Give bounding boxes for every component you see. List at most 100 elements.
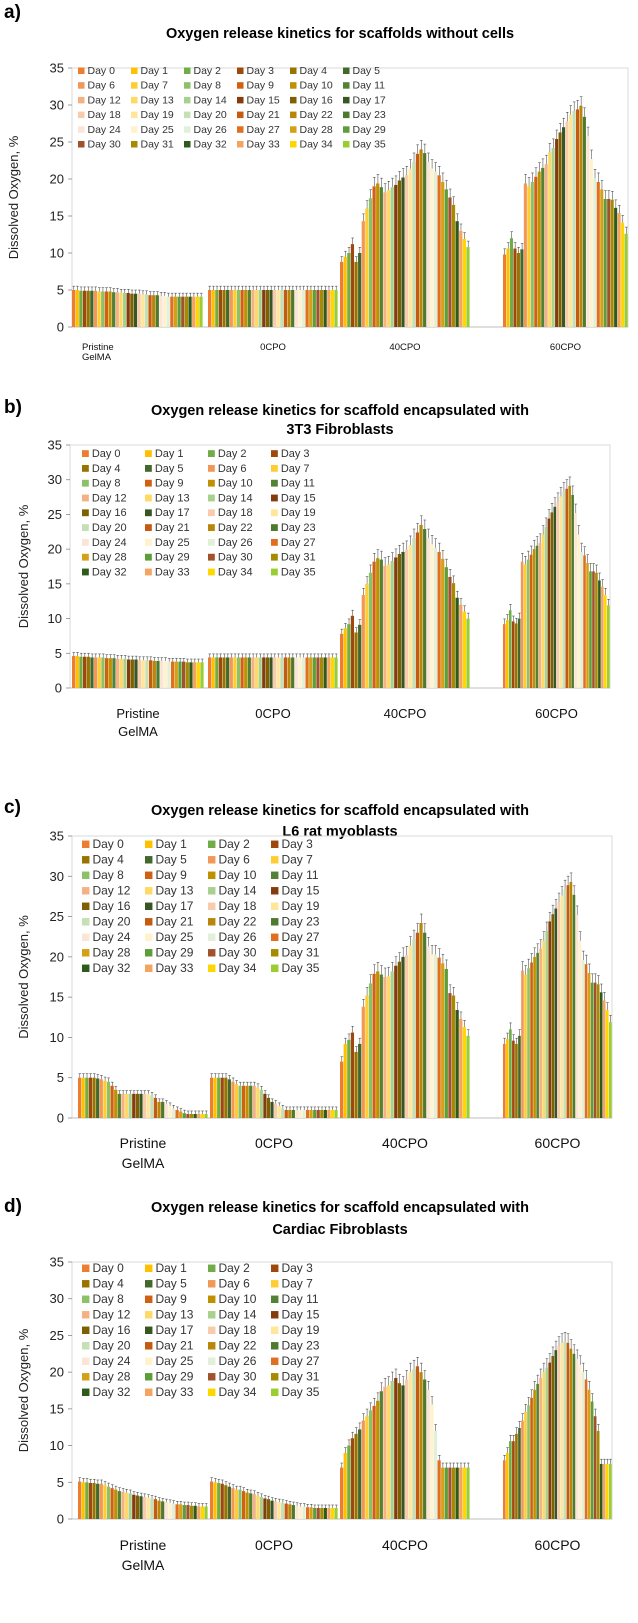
bar — [372, 973, 376, 1118]
legend-swatch — [82, 902, 90, 910]
legend-swatch — [82, 524, 89, 531]
bar — [405, 1379, 409, 1519]
bar — [288, 1504, 292, 1519]
legend-swatch — [208, 524, 215, 531]
bar — [459, 604, 463, 688]
bar — [103, 1080, 107, 1118]
legend-swatch — [82, 1357, 90, 1365]
legend-label: Day 22 — [300, 109, 333, 121]
bar — [110, 1085, 114, 1118]
y-tick-label: 10 — [50, 1438, 64, 1453]
legend-label: Day 12 — [92, 492, 127, 504]
bar — [119, 658, 123, 688]
bar — [94, 657, 98, 688]
bar — [108, 658, 112, 688]
legend-label: Day 13 — [155, 1308, 193, 1322]
bar — [99, 1483, 103, 1519]
legend-swatch — [208, 464, 215, 472]
bar — [386, 564, 391, 688]
legend-swatch — [131, 126, 138, 133]
legend-label: Day 16 — [300, 94, 333, 106]
bar — [505, 619, 509, 688]
legend-swatch — [82, 464, 89, 472]
bar — [466, 1035, 470, 1118]
bar — [408, 1372, 412, 1519]
legend-label: Day 2 — [218, 448, 247, 460]
legend-swatch — [131, 96, 138, 104]
bar — [86, 656, 90, 688]
bar — [137, 293, 141, 327]
bar — [423, 153, 427, 327]
y-tick-label: 10 — [48, 611, 62, 626]
bar — [130, 659, 134, 688]
legend-swatch — [271, 464, 278, 472]
bar — [121, 1491, 125, 1519]
legend-swatch — [82, 479, 89, 487]
chart-panel-b: b) Oxygen release kinetics for scaffold e… — [4, 397, 611, 739]
bar — [423, 1379, 427, 1519]
legend-label: Day 4 — [92, 853, 124, 867]
x-category-label: GelMA — [122, 1557, 165, 1573]
legend-swatch — [145, 840, 153, 848]
bar — [451, 995, 456, 1118]
legend-label: Day 35 — [281, 961, 319, 975]
bar — [263, 1498, 267, 1519]
legend-label: Day 0 — [92, 1261, 124, 1275]
bar — [605, 1463, 609, 1519]
bar — [287, 290, 291, 327]
bar — [204, 1113, 208, 1118]
legend-swatch — [78, 111, 85, 119]
bar — [455, 597, 459, 688]
bar — [383, 192, 387, 327]
y-tick-label: 5 — [55, 646, 62, 661]
bar — [294, 657, 298, 688]
bar — [379, 974, 383, 1118]
legend-label: Day 10 — [218, 868, 256, 882]
bar — [521, 970, 524, 1118]
bar — [383, 977, 387, 1118]
bar — [602, 1463, 606, 1519]
legend-swatch — [271, 479, 278, 487]
bar — [433, 1430, 438, 1519]
bar — [448, 197, 452, 327]
legend-swatch — [78, 126, 85, 133]
bar — [171, 1108, 176, 1118]
bar — [249, 1085, 253, 1118]
bar — [437, 175, 441, 327]
chart-title: Oxygen release kinetics for scaffolds wi… — [166, 26, 514, 42]
legend-swatch — [82, 1280, 90, 1288]
legend-swatch — [145, 479, 152, 487]
bar — [148, 295, 152, 327]
legend-label: Day 25 — [155, 930, 193, 944]
bar — [358, 253, 362, 327]
bar — [287, 657, 291, 688]
bar — [614, 207, 618, 327]
bar — [572, 1353, 576, 1519]
bar — [610, 199, 614, 327]
bar — [146, 1497, 150, 1519]
bar — [164, 1502, 168, 1519]
bar — [553, 506, 557, 688]
y-axis-label: Dissolved Oxygen, % — [16, 915, 31, 1039]
bar — [368, 198, 373, 327]
bar — [575, 1358, 579, 1519]
bar — [599, 1463, 603, 1519]
bar — [291, 1109, 295, 1118]
legend-label: Day 29 — [155, 1370, 193, 1384]
bar — [119, 292, 123, 327]
legend-label: Day 28 — [300, 124, 333, 136]
bar — [301, 657, 306, 688]
bar — [430, 954, 434, 1118]
bar — [327, 1507, 331, 1519]
legend-label: Day 33 — [155, 1385, 193, 1399]
bar — [97, 291, 101, 327]
legend-label: Day 29 — [155, 552, 190, 564]
bar — [242, 1085, 246, 1118]
bar — [394, 965, 398, 1118]
bar — [565, 488, 568, 688]
bar — [354, 632, 358, 688]
bar — [276, 290, 280, 327]
legend-swatch — [271, 538, 278, 546]
legend-label: Day 12 — [88, 94, 121, 106]
legend-swatch — [271, 949, 279, 957]
